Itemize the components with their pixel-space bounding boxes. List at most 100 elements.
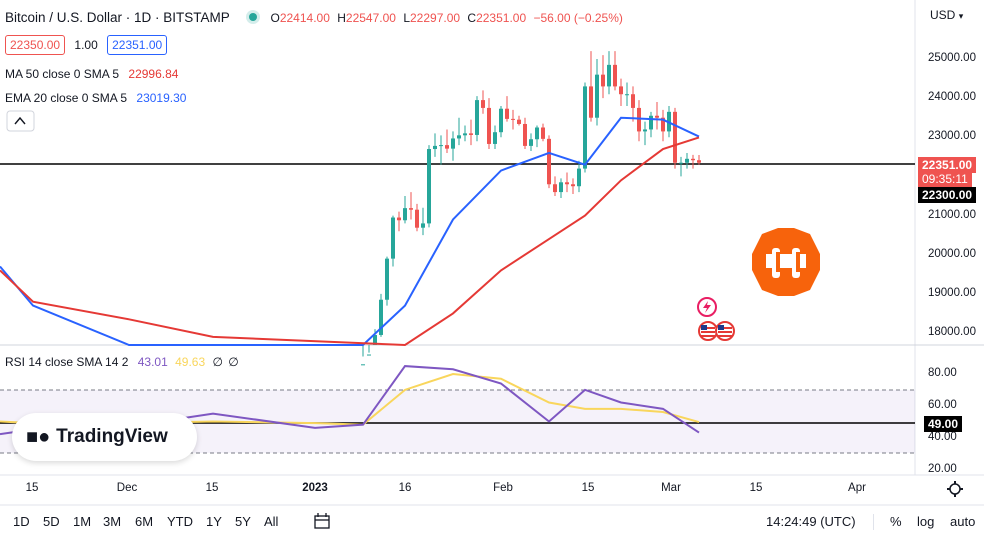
candle <box>535 125 539 148</box>
candle <box>679 156 683 177</box>
ma50-value: 22996.84 <box>128 67 179 81</box>
price-axis-label: 21000.00 <box>928 209 976 221</box>
candle <box>625 82 629 106</box>
candle <box>607 51 611 95</box>
time-axis-label: Dec <box>116 482 138 494</box>
chevron-down-icon: ▾ <box>958 11 964 21</box>
ma50-line <box>0 136 700 347</box>
change-value: −56.00 (−0.25%) <box>533 11 623 25</box>
symbol-title[interactable]: Bitcoin / U.S. Dollar · 1D · BITSTAMP <box>5 10 230 25</box>
rsi-legend[interactable]: RSI 14 close SMA 14 2 43.01 49.63 ∅ ∅ <box>5 355 239 369</box>
rsi-axis-label: 80.00 <box>928 367 957 379</box>
candle <box>385 256 389 306</box>
low-value: 22297.00 <box>410 11 461 25</box>
candle <box>655 102 659 130</box>
candle <box>499 105 503 138</box>
price-axis-label: 18000.00 <box>928 326 976 338</box>
timeframe-5y[interactable]: 5Y <box>235 514 251 529</box>
candle <box>469 119 473 146</box>
timeframe-ytd[interactable]: YTD <box>167 514 193 529</box>
watermark[interactable]: ■● TradingView <box>12 413 197 461</box>
watermark-text: TradingView <box>56 426 168 447</box>
utc-clock[interactable]: 14:24:49 (UTC) <box>766 514 856 529</box>
buy-price-button[interactable]: 22351.00 <box>107 35 168 55</box>
ema20-legend[interactable]: EMA 20 close 0 SMA 5 23019.30 <box>5 91 186 105</box>
timeframe-1d[interactable]: 1D <box>13 514 30 529</box>
time-axis-label: 15 <box>205 482 219 494</box>
currency-label: USD <box>930 8 956 22</box>
candle <box>643 121 647 146</box>
log-toggle[interactable]: log <box>917 514 935 529</box>
rsi-axis-label: 20.00 <box>928 463 957 475</box>
candle <box>631 86 635 122</box>
rsi-axis-label: 60.00 <box>928 399 957 411</box>
candle <box>541 123 545 142</box>
time-axis-label: 16 <box>398 482 412 494</box>
countdown-tag: 09:35:11 <box>918 171 972 187</box>
rsi-value: 43.01 <box>137 355 168 369</box>
price-line-tag: 22300.00 <box>918 187 977 203</box>
candle <box>415 203 419 232</box>
price-axis-label: 24000.00 <box>928 91 976 103</box>
candle <box>487 98 491 150</box>
time-axis-label: Mar <box>661 482 681 494</box>
rsi-label: RSI 14 close SMA 14 2 <box>5 355 129 369</box>
time-axis-label: 2023 <box>302 482 328 494</box>
timeframe-6m[interactable]: 6M <box>135 514 154 529</box>
rsi-axis-label: 40.00 <box>928 431 957 443</box>
candle <box>553 176 557 196</box>
candle <box>505 96 509 122</box>
candle <box>547 135 551 189</box>
candle <box>571 178 575 195</box>
chart-header: Bitcoin / U.S. Dollar · 1D · BITSTAMP O 2… <box>5 10 623 25</box>
candle <box>595 59 599 126</box>
candle <box>685 152 689 169</box>
date-range-icon[interactable] <box>314 513 330 529</box>
candle <box>433 133 437 157</box>
sell-price-button[interactable]: 22350.00 <box>5 35 66 55</box>
candles <box>361 51 701 366</box>
price-axis-label: 23000.00 <box>928 130 976 142</box>
candle <box>391 215 395 267</box>
candle <box>601 55 605 99</box>
rsi-line-tag: 49.00 <box>924 416 963 432</box>
time-axis-label: 15 <box>25 482 39 494</box>
percent-toggle[interactable]: % <box>890 514 902 529</box>
time-axis-label: 15 <box>581 482 595 494</box>
open-label: O <box>270 11 280 25</box>
toolbar-divider <box>873 514 874 530</box>
event-us-flag-icon[interactable] <box>698 321 735 341</box>
candle <box>463 125 467 142</box>
close-value: 22351.00 <box>476 11 527 25</box>
settings-gear-icon[interactable] <box>947 481 963 497</box>
candle <box>523 117 527 150</box>
time-axis-label: 15 <box>749 482 763 494</box>
candle <box>493 125 497 150</box>
auto-toggle[interactable]: auto <box>950 514 976 529</box>
timeframe-all[interactable]: All <box>264 514 279 529</box>
collapse-legend-button[interactable] <box>6 110 35 132</box>
candle <box>673 107 677 169</box>
candle <box>529 133 533 151</box>
timeframe-1y[interactable]: 1Y <box>206 514 222 529</box>
price-axis-label: 25000.00 <box>928 52 976 64</box>
candle <box>427 145 431 228</box>
price-axis-label: 20000.00 <box>928 248 976 260</box>
candle <box>559 178 563 198</box>
event-lightning-icon[interactable] <box>697 297 717 317</box>
candle <box>421 207 425 236</box>
currency-select[interactable]: USD ▾ <box>930 8 963 22</box>
candle <box>583 82 587 173</box>
timeframe-5d[interactable]: 5D <box>43 514 60 529</box>
time-axis-label: Apr <box>848 482 866 494</box>
candle <box>439 135 443 165</box>
close-label: C <box>467 11 477 25</box>
timeframe-3m[interactable]: 3M <box>103 514 122 529</box>
candle <box>481 90 485 114</box>
candle <box>637 100 641 142</box>
candle <box>451 131 455 161</box>
candle <box>475 96 479 142</box>
candle <box>379 293 383 337</box>
ma50-legend[interactable]: MA 50 close 0 SMA 5 22996.84 <box>5 67 178 81</box>
timeframe-1m[interactable]: 1M <box>73 514 92 529</box>
